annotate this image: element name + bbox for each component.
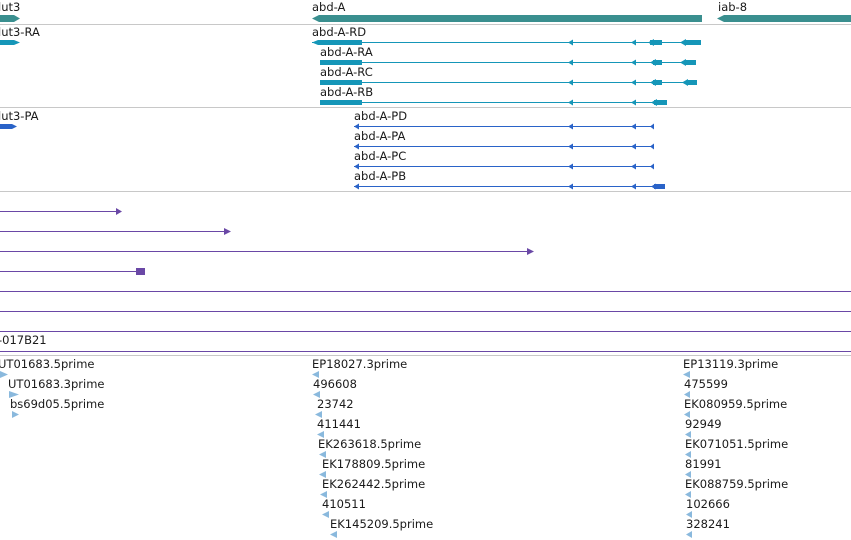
est-marker[interactable]	[317, 431, 324, 438]
feature-3[interactable]	[0, 248, 534, 255]
transcript-abd-a-rb[interactable]	[320, 99, 667, 106]
gene-label-abd-a[interactable]: abd-A	[312, 0, 346, 14]
est-label[interactable]: UT01683.3prime	[8, 377, 105, 391]
est-label[interactable]: EK263618.5prime	[318, 437, 422, 451]
protein-abd-a-pb[interactable]	[354, 183, 665, 190]
protein-lut3-pa[interactable]	[0, 124, 12, 129]
est-marker[interactable]	[315, 411, 322, 418]
separator-clone-track	[0, 355, 851, 356]
transcript-abd-a-rd[interactable]	[312, 39, 701, 46]
transcript-label-abd-a-rd[interactable]: abd-A-RD	[312, 25, 367, 39]
gene-track	[0, 15, 851, 22]
gene-label-iab-8[interactable]: iab-8	[718, 0, 748, 14]
protein-abd-a-pc[interactable]	[354, 163, 654, 170]
est-label[interactable]: bs69d05.5prime	[10, 397, 105, 411]
est-marker[interactable]	[683, 371, 690, 378]
transcript-track	[0, 39, 701, 106]
est-marker[interactable]	[686, 531, 692, 538]
transcript-label-abd-a-rc[interactable]: abd-A-RC	[320, 65, 373, 79]
est-marker[interactable]	[685, 431, 691, 438]
est-marker[interactable]	[330, 531, 337, 538]
est-label[interactable]: 23742	[317, 397, 354, 411]
est-label[interactable]: 475599	[684, 377, 728, 391]
est-marker[interactable]	[12, 411, 19, 418]
gene-lut3-arrow	[14, 15, 20, 22]
transcript-label-abd-a-rb[interactable]: abd-A-RB	[320, 85, 374, 99]
protein-abd-a-pa[interactable]	[354, 143, 654, 150]
est-label[interactable]: 92949	[685, 417, 722, 431]
est-label[interactable]: EK088759.5prime	[685, 477, 789, 491]
est-label[interactable]: 410511	[322, 497, 366, 511]
transcript-lut3-ra-arrow	[14, 40, 20, 45]
est-label[interactable]: EP18027.3prime	[312, 357, 408, 371]
est-label[interactable]: 328241	[686, 517, 730, 531]
est-label[interactable]: EK145209.5prime	[330, 517, 434, 531]
est-marker[interactable]	[322, 511, 329, 518]
protein-label-lut3-pa[interactable]: lut3-PA	[0, 109, 39, 123]
protein-track	[0, 123, 665, 190]
est-marker[interactable]	[684, 391, 690, 398]
protein-label-abd-a-pa[interactable]: abd-A-PA	[354, 129, 406, 143]
protein-abd-a-pd[interactable]	[354, 123, 654, 130]
est-marker[interactable]	[685, 471, 691, 478]
est-marker[interactable]	[320, 491, 327, 498]
est-label[interactable]: 496608	[313, 377, 357, 391]
feature-2[interactable]	[0, 228, 231, 235]
feature-1[interactable]	[0, 208, 122, 215]
est-marker[interactable]	[319, 471, 326, 478]
est-marker[interactable]	[686, 511, 692, 518]
transcript-label-abd-a-ra[interactable]: abd-A-RA	[320, 45, 373, 59]
est-label[interactable]: EK178809.5prime	[322, 457, 426, 471]
gene-label-lut3[interactable]: lut3	[0, 0, 21, 14]
separator-transcript-track	[0, 107, 851, 108]
transcript-lut3-ra[interactable]	[0, 40, 14, 45]
est-label[interactable]: 411441	[317, 417, 361, 431]
feature-4[interactable]	[0, 268, 145, 275]
clone-label[interactable]: -017B21	[0, 333, 47, 347]
est-marker[interactable]	[9, 391, 19, 398]
est-track-markers	[0, 371, 692, 538]
protein-label-abd-a-pb[interactable]: abd-A-PB	[354, 169, 407, 183]
est-label[interactable]: EK262442.5prime	[322, 477, 426, 491]
protein-lut3-pa-arrow	[12, 124, 17, 129]
est-label[interactable]: EK080959.5prime	[684, 397, 788, 411]
protein-label-abd-a-pd[interactable]: abd-A-PD	[354, 109, 408, 123]
est-label[interactable]: 81991	[685, 457, 722, 471]
gene-lut3[interactable]	[0, 15, 14, 22]
est-label[interactable]: 102666	[686, 497, 730, 511]
transcript-abd-a-rc[interactable]	[320, 79, 697, 86]
protein-label-abd-a-pc[interactable]: abd-A-PC	[354, 149, 407, 163]
est-marker[interactable]	[685, 451, 691, 458]
separator-gene-track	[0, 24, 851, 25]
separator-protein-track	[0, 191, 851, 192]
est-marker[interactable]	[0, 371, 8, 378]
est-marker[interactable]	[312, 371, 319, 378]
est-label[interactable]: UT01683.5prime	[0, 357, 95, 371]
est-marker[interactable]	[313, 391, 320, 398]
gene-iab-8[interactable]	[724, 15, 851, 22]
est-label[interactable]: EP13119.3prime	[683, 357, 779, 371]
est-marker[interactable]	[685, 491, 691, 498]
feature-track	[0, 208, 851, 352]
transcript-abd-a-ra[interactable]	[320, 59, 696, 66]
transcript-label-lut3-ra[interactable]: lut3-RA	[0, 25, 40, 39]
est-label[interactable]: EK071051.5prime	[685, 437, 789, 451]
gene-iab-8-arrow	[717, 15, 724, 22]
gene-abd-a[interactable]	[319, 15, 702, 22]
est-marker[interactable]	[319, 451, 326, 458]
est-marker[interactable]	[684, 411, 690, 418]
gene-abd-a-arrow	[312, 15, 319, 22]
